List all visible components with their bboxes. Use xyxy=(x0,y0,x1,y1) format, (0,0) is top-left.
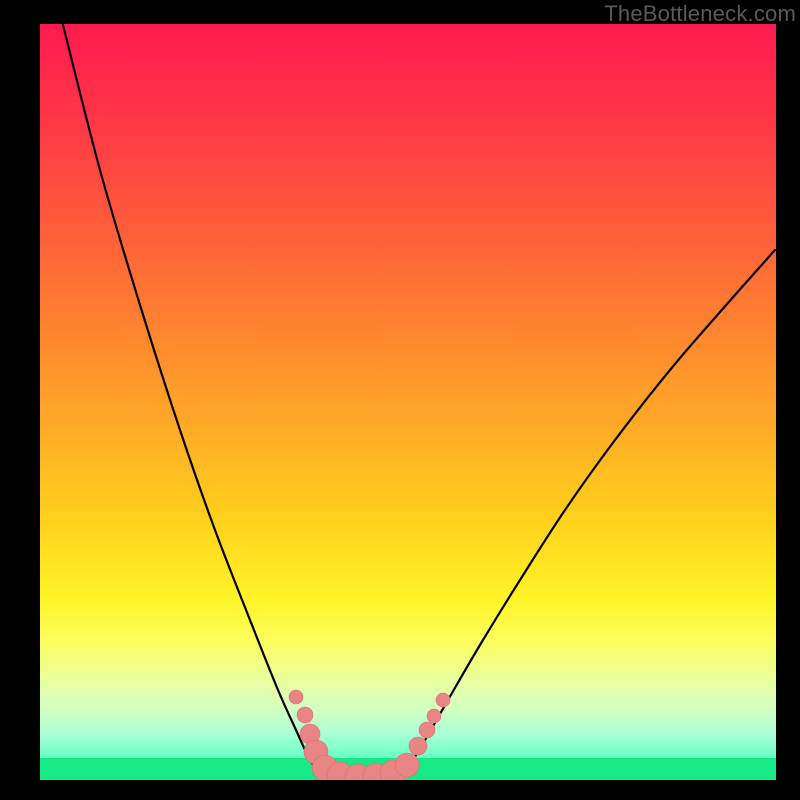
curve-marker xyxy=(419,722,435,738)
curve-marker xyxy=(409,737,427,755)
curve-marker xyxy=(289,690,303,704)
curve-marker xyxy=(436,693,450,707)
watermark-text: TheBottleneck.com xyxy=(604,1,796,27)
plot-gradient-bg xyxy=(40,24,776,780)
curve-marker xyxy=(395,753,419,777)
curve-marker xyxy=(297,707,313,723)
curve-marker xyxy=(427,709,441,723)
bottleneck-chart xyxy=(0,0,800,800)
figure-root: TheBottleneck.com xyxy=(0,0,800,800)
